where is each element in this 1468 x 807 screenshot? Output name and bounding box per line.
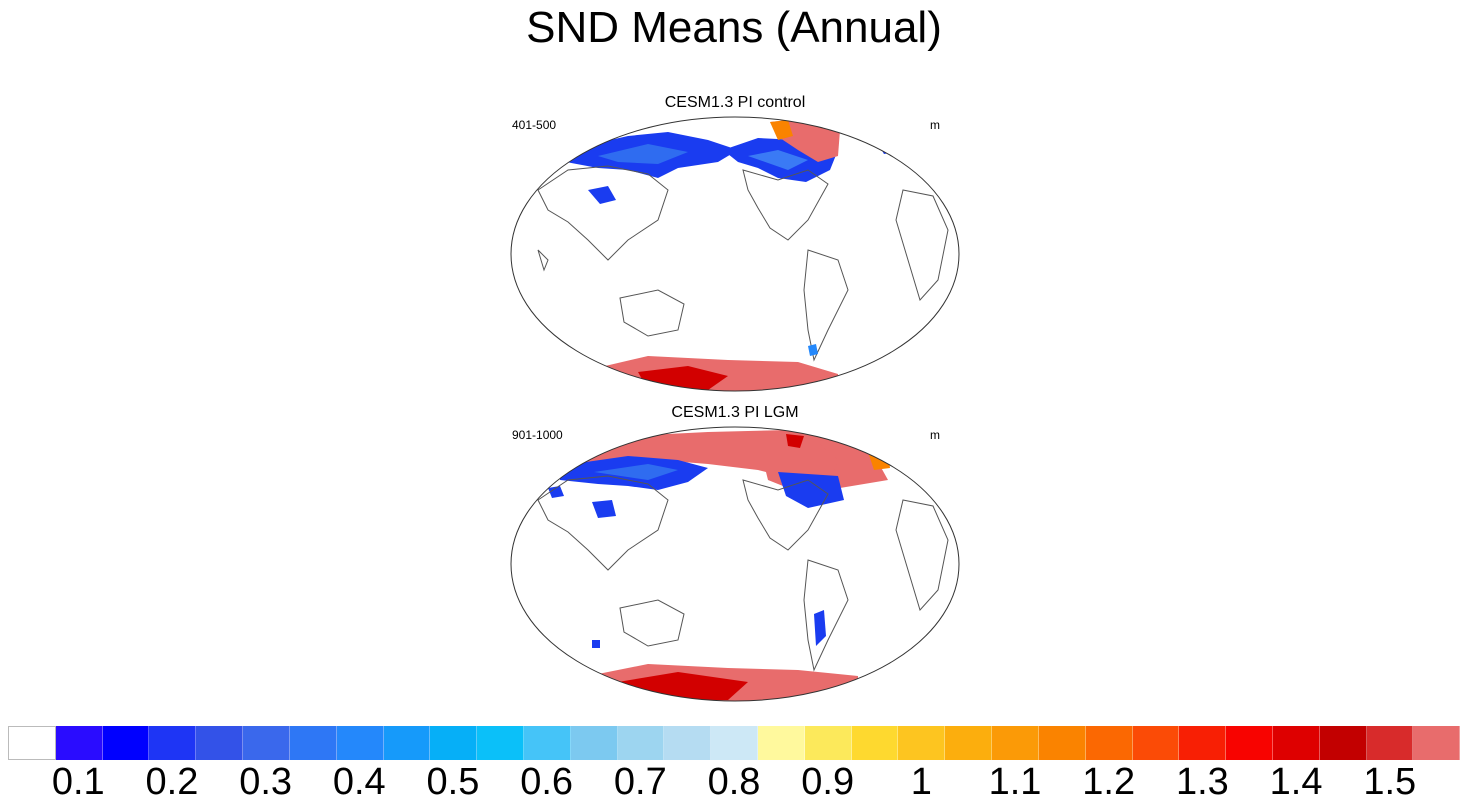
colorbar <box>8 726 1461 760</box>
north-america-outline <box>742 169 829 241</box>
colorbar-swatch <box>664 726 712 760</box>
colorbar-swatch <box>711 726 758 760</box>
colorbar-tick-label: 1.1 <box>988 761 1042 803</box>
panel-years-label: 901-1000 <box>512 428 563 442</box>
africa-outline <box>895 189 949 301</box>
colorbar-swatch <box>196 726 244 760</box>
colorbar-tick-label: 1.2 <box>1082 761 1136 803</box>
snow-depth-map <box>510 116 960 392</box>
colorbar-swatch <box>1413 726 1461 760</box>
colorbar-tick-label: 1.5 <box>1363 761 1417 803</box>
colorbar-tick-label: 0.8 <box>707 761 761 803</box>
snow-depth-map <box>510 426 960 702</box>
colorbar-tick-label: 1.3 <box>1175 761 1229 803</box>
colorbar-swatch <box>570 726 618 760</box>
colorbar-tick-labels: 0.1 0.2 0.3 0.4 0.5 0.6 0.7 0.8 0.9 1 1.1 1.2 1.3 1.4… <box>8 760 1460 804</box>
map-panel-pi-lgm: CESM1.3 PI LGM 901-1000 m <box>500 404 970 704</box>
colorbar-swatch <box>758 726 805 760</box>
colorbar-swatch <box>149 726 197 760</box>
south-america-outline <box>803 249 849 362</box>
colorbar-swatch <box>1366 726 1414 760</box>
colorbar-tick-label: 0.3 <box>239 761 293 803</box>
australia-outline <box>619 289 685 337</box>
colorbar-swatch <box>617 726 665 760</box>
colorbar-swatch <box>1085 726 1133 760</box>
south-america-outline <box>803 559 849 672</box>
colorbar-swatch <box>1272 726 1320 760</box>
colorbar-swatch <box>430 726 478 760</box>
colorbar-swatch <box>523 726 571 760</box>
colorbar-tick-label: 0.9 <box>801 761 855 803</box>
colorbar-swatch <box>383 726 431 760</box>
colorbar-tick-label: 1 <box>910 761 932 803</box>
figure-title: SND Means (Annual) <box>526 3 942 52</box>
colorbar-swatch <box>945 726 993 760</box>
eurasia-outline <box>537 475 669 571</box>
australia-outline <box>619 599 685 647</box>
map-panel-pi-control: CESM1.3 PI control 401-500 m <box>500 94 970 394</box>
panel-title: CESM1.3 PI control <box>664 94 806 111</box>
colorbar-tick-label: 0.2 <box>145 761 199 803</box>
colorbar-tick-label: 0.1 <box>51 761 105 803</box>
colorbar-swatch <box>804 726 852 760</box>
colorbar-tick-label: 0.4 <box>332 761 386 803</box>
colorbar-swatch <box>1179 726 1227 760</box>
eurasia-outline <box>537 165 669 261</box>
panel-units-label: m <box>930 428 940 442</box>
colorbar-swatch <box>102 726 150 760</box>
colorbar-swatch <box>55 726 103 760</box>
colorbar-swatch <box>1132 726 1180 760</box>
colorbar-tick-label: 0.6 <box>520 761 574 803</box>
colorbar-swatch <box>851 726 899 760</box>
africa-outline <box>895 499 949 611</box>
colorbar-swatch <box>477 726 524 760</box>
colorbar-swatch <box>289 726 337 760</box>
colorbar-swatch <box>1038 726 1086 760</box>
panel-title: CESM1.3 PI LGM <box>671 404 799 421</box>
colorbar-swatch <box>1319 726 1367 760</box>
patagonia-snow <box>814 610 826 646</box>
colorbar-tick-label: 0.7 <box>613 761 667 803</box>
panel-units-label: m <box>930 118 940 132</box>
colorbar-swatch <box>336 726 384 760</box>
panel-years-label: 401-500 <box>512 118 557 132</box>
colorbar-tick-label: 1.4 <box>1269 761 1323 803</box>
colorbar-swatch <box>8 726 56 760</box>
colorbar-tick-label: 0.5 <box>426 761 480 803</box>
north-america-outline <box>742 479 829 551</box>
colorbar-swatch <box>898 726 946 760</box>
colorbar-swatch <box>243 726 290 760</box>
colorbar-swatch <box>1226 726 1273 760</box>
colorbar-swatch <box>992 726 1039 760</box>
